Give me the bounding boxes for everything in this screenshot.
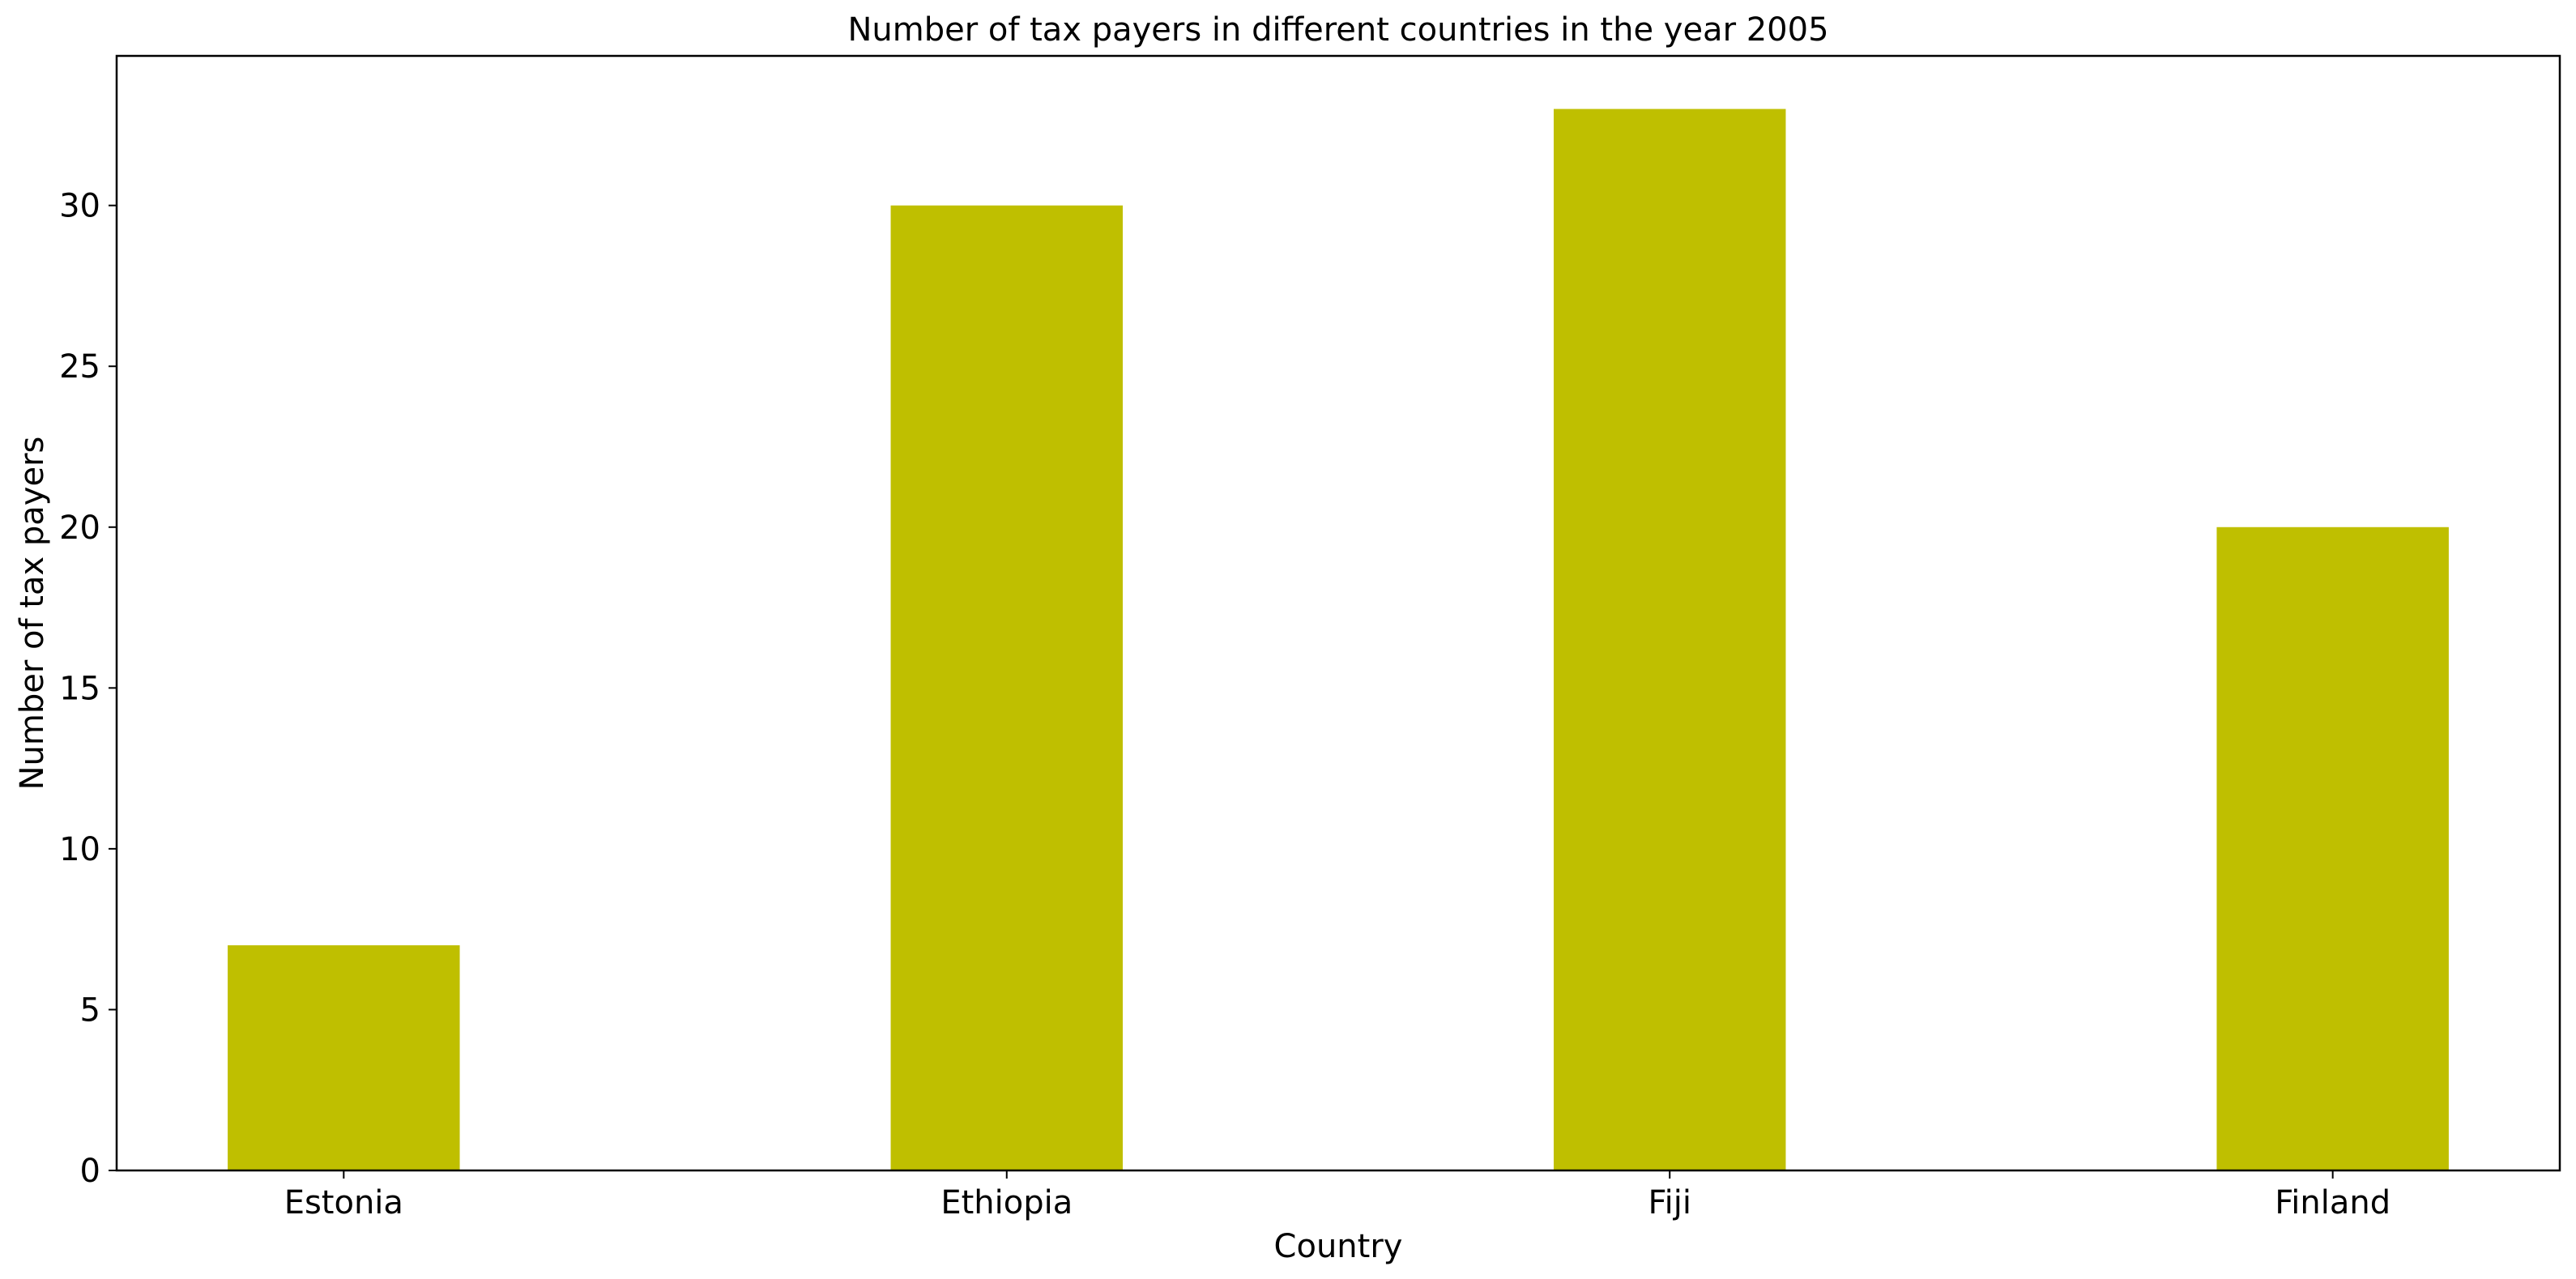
y-axis-title: Number of tax payers bbox=[14, 437, 51, 791]
x-axis-ticks: Estonia Ethiopia Fiji Finland bbox=[284, 1170, 2390, 1221]
plot-frame bbox=[115, 54, 2561, 1172]
y-tick-label: 20 bbox=[59, 509, 100, 547]
y-tick-label: 15 bbox=[59, 670, 100, 707]
bar-ethiopia bbox=[890, 205, 1124, 1171]
chart-title: Number of tax payers in different countr… bbox=[847, 11, 1828, 49]
x-tick-label: Finland bbox=[2275, 1184, 2390, 1221]
y-tick-label: 25 bbox=[59, 348, 100, 386]
y-tick-label: 0 bbox=[80, 1153, 100, 1190]
y-tick-label: 10 bbox=[59, 831, 100, 868]
y-tick-label: 30 bbox=[59, 188, 100, 225]
x-tick-label: Fiji bbox=[1648, 1184, 1691, 1221]
y-axis-ticks: 0 5 10 15 20 25 30 bbox=[59, 188, 117, 1190]
x-axis-title: Country bbox=[1274, 1228, 1403, 1265]
bar-finland bbox=[2216, 527, 2449, 1170]
bar-fiji bbox=[1553, 109, 1786, 1170]
x-tick-label: Ethiopia bbox=[940, 1184, 1073, 1221]
y-tick-label: 5 bbox=[80, 991, 100, 1029]
x-tick-label: Estonia bbox=[284, 1184, 403, 1221]
bars-layer bbox=[228, 109, 2449, 1171]
bar-estonia bbox=[228, 945, 460, 1170]
